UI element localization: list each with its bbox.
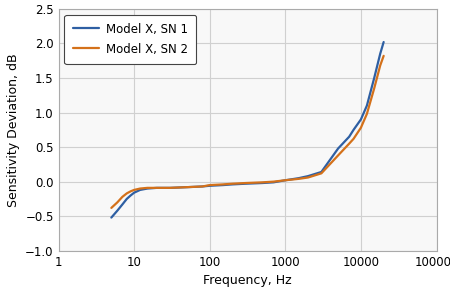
Model X, SN 2 xyxy=(351,137,356,140)
Model X, SN 2 xyxy=(271,180,276,183)
Model X, SN 2 xyxy=(381,54,387,58)
Model X, SN 1 xyxy=(364,104,369,107)
Model X, SN 1 xyxy=(296,176,302,180)
Model X, SN 2 xyxy=(230,182,235,186)
Model X, SN 1 xyxy=(128,194,133,197)
Model X, SN 2 xyxy=(364,112,369,116)
Model X, SN 1 xyxy=(120,203,125,206)
Model X, SN 2 xyxy=(131,188,137,192)
Model X, SN 1 xyxy=(167,186,173,190)
Model X, SN 1 xyxy=(372,76,377,80)
Model X, SN 1 xyxy=(243,182,248,186)
Model X, SN 2 xyxy=(378,64,383,67)
Model X, SN 1 xyxy=(131,191,137,194)
Model X, SN 1 xyxy=(346,135,352,138)
Model X, SN 2 xyxy=(184,185,189,189)
Model X, SN 1 xyxy=(283,178,288,182)
Model X, SN 1 xyxy=(115,209,120,212)
Model X, SN 1 xyxy=(108,216,114,219)
Model X, SN 1 xyxy=(271,181,276,184)
Legend: Model X, SN 1, Model X, SN 2: Model X, SN 1, Model X, SN 2 xyxy=(64,15,196,64)
Model X, SN 2 xyxy=(283,178,288,182)
Line: Model X, SN 1: Model X, SN 1 xyxy=(111,42,384,218)
Model X, SN 2 xyxy=(335,154,341,157)
Model X, SN 2 xyxy=(108,206,114,210)
Model X, SN 2 xyxy=(200,185,205,188)
Model X, SN 1 xyxy=(154,186,160,190)
Model X, SN 1 xyxy=(358,118,364,121)
Model X, SN 2 xyxy=(346,142,352,145)
Model X, SN 2 xyxy=(243,181,248,185)
Model X, SN 1 xyxy=(381,40,387,44)
Model X, SN 2 xyxy=(145,186,150,190)
Model X, SN 2 xyxy=(207,183,212,187)
Model X, SN 1 xyxy=(351,128,356,132)
Model X, SN 1 xyxy=(220,183,226,187)
Y-axis label: Sensitivity Deviation, dB: Sensitivity Deviation, dB xyxy=(7,53,20,206)
Model X, SN 1 xyxy=(230,183,235,186)
X-axis label: Frequency, Hz: Frequency, Hz xyxy=(203,274,292,287)
Model X, SN 1 xyxy=(335,147,341,150)
Model X, SN 2 xyxy=(137,187,143,190)
Model X, SN 2 xyxy=(124,192,130,195)
Model X, SN 2 xyxy=(220,183,226,186)
Model X, SN 2 xyxy=(319,172,324,175)
Model X, SN 1 xyxy=(378,52,383,55)
Model X, SN 2 xyxy=(167,186,173,190)
Model X, SN 2 xyxy=(115,201,120,204)
Model X, SN 1 xyxy=(319,170,324,174)
Model X, SN 2 xyxy=(128,190,133,193)
Model X, SN 1 xyxy=(200,185,205,188)
Model X, SN 1 xyxy=(145,187,150,190)
Model X, SN 1 xyxy=(207,184,212,188)
Model X, SN 2 xyxy=(296,177,302,181)
Model X, SN 2 xyxy=(372,86,377,90)
Model X, SN 2 xyxy=(358,126,364,130)
Model X, SN 1 xyxy=(124,197,130,201)
Model X, SN 2 xyxy=(154,186,160,190)
Model X, SN 2 xyxy=(120,195,125,199)
Model X, SN 1 xyxy=(184,185,189,189)
Model X, SN 1 xyxy=(137,188,143,192)
Model X, SN 1 xyxy=(306,174,311,178)
Model X, SN 1 xyxy=(260,181,265,185)
Model X, SN 2 xyxy=(306,176,311,179)
Model X, SN 2 xyxy=(260,181,265,184)
Line: Model X, SN 2: Model X, SN 2 xyxy=(111,56,384,208)
